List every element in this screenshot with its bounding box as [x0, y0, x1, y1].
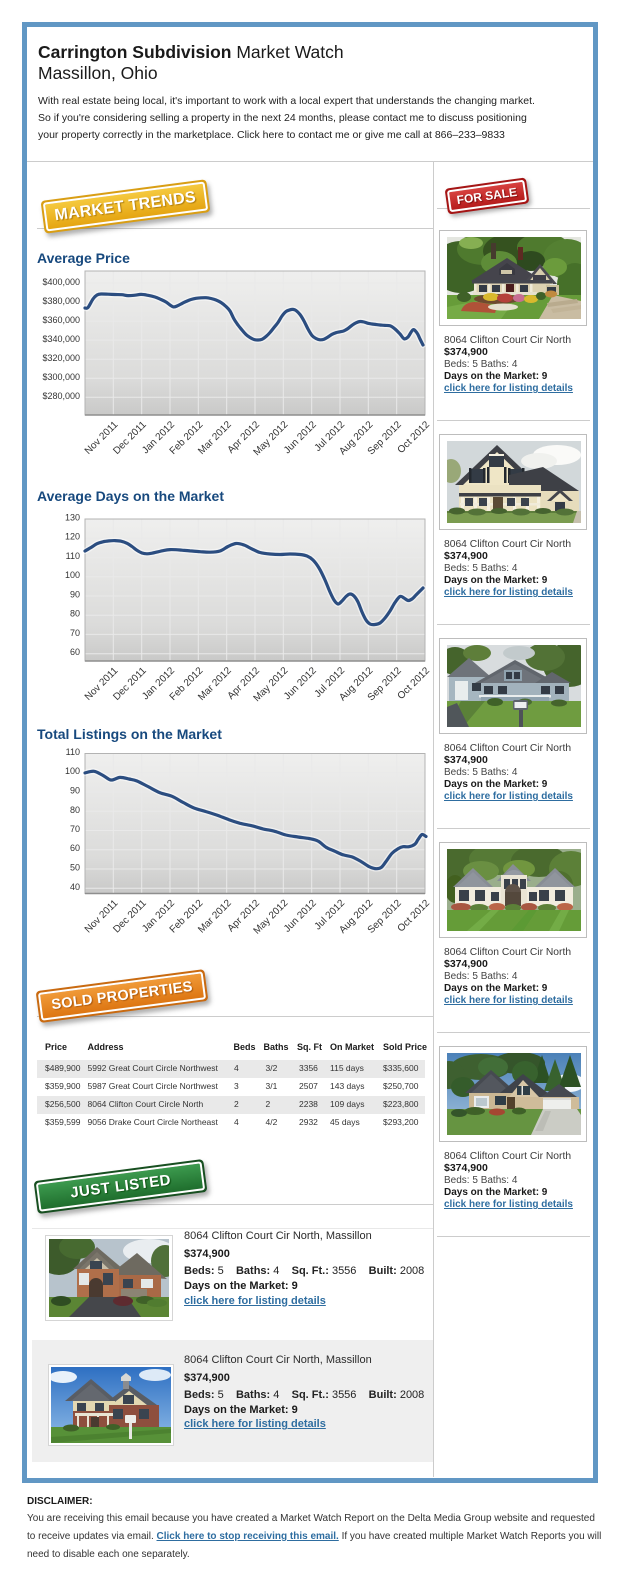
- svg-text:60: 60: [70, 843, 80, 853]
- svg-text:$320,000: $320,000: [42, 353, 80, 363]
- svg-text:90: 90: [70, 590, 80, 600]
- svg-text:$380,000: $380,000: [42, 296, 80, 306]
- svg-text:70: 70: [70, 628, 80, 638]
- svg-text:60: 60: [70, 647, 80, 657]
- svg-text:70: 70: [70, 824, 80, 834]
- svg-text:110: 110: [66, 551, 80, 561]
- svg-text:130: 130: [65, 513, 80, 523]
- svg-text:$340,000: $340,000: [42, 334, 80, 344]
- svg-text:110: 110: [66, 747, 80, 757]
- svg-text:80: 80: [70, 805, 80, 815]
- svg-text:$400,000: $400,000: [42, 277, 80, 287]
- svg-text:100: 100: [65, 570, 80, 580]
- svg-text:40: 40: [70, 882, 80, 892]
- svg-text:$300,000: $300,000: [42, 372, 80, 382]
- svg-text:80: 80: [70, 609, 80, 619]
- svg-text:$280,000: $280,000: [42, 391, 80, 401]
- svg-text:$360,000: $360,000: [42, 315, 80, 325]
- svg-text:120: 120: [65, 532, 80, 542]
- svg-text:90: 90: [70, 786, 80, 796]
- svg-text:50: 50: [70, 863, 80, 873]
- svg-text:100: 100: [65, 766, 80, 776]
